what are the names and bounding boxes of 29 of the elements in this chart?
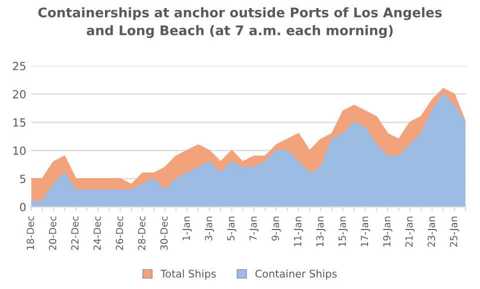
y-tick-label: 20 — [13, 90, 26, 98]
chart-title: Containerships at anchor outside Ports of Los Angeles and Long Beach (at 7 a.m. each morning) — [38, 7, 442, 38]
x-tick-label: 13-Jan — [316, 216, 326, 246]
legend-label: Container Ships — [255, 270, 337, 280]
y-tick-label: 25 — [13, 62, 26, 70]
x-tick-label: 26-Dec — [116, 216, 124, 250]
y-tick-label: 10 — [13, 146, 26, 155]
x-tick-label: 24-Dec — [94, 216, 101, 250]
x-tick-label: 3-Jan — [204, 216, 214, 240]
y-tick-label: 15 — [13, 118, 26, 127]
x-tick-label: 5-Jan — [227, 216, 236, 240]
x-tick-label: 9-Jan — [272, 216, 281, 241]
y-tick-label: 0 — [20, 202, 26, 212]
x-tick-label: 22-Dec — [71, 216, 79, 250]
x-tick-label: 18-Dec — [26, 216, 34, 250]
y-tick-label: 5 — [20, 174, 26, 184]
x-tick-label: 11-Jan — [294, 216, 304, 246]
x-tick-label: 30-Dec — [160, 216, 168, 250]
legend-label: Total Ships — [160, 270, 216, 280]
x-tick-label: 23-Jan — [428, 216, 437, 247]
x-tick-label: 21-Jan — [405, 216, 415, 247]
x-tick-label: 15-Jan — [338, 216, 348, 246]
x-tick-label: 7-Jan — [250, 216, 259, 240]
x-tick-label: 19-Jan — [383, 216, 392, 246]
x-tick-label: 1-Jan — [182, 216, 192, 240]
x-tick-label: 25-Jan — [450, 216, 460, 247]
x-tick-label: 28-Dec — [138, 216, 146, 250]
x-tick-label: 20-Dec — [48, 216, 56, 250]
x-tick-label: 17-Jan — [360, 216, 370, 246]
